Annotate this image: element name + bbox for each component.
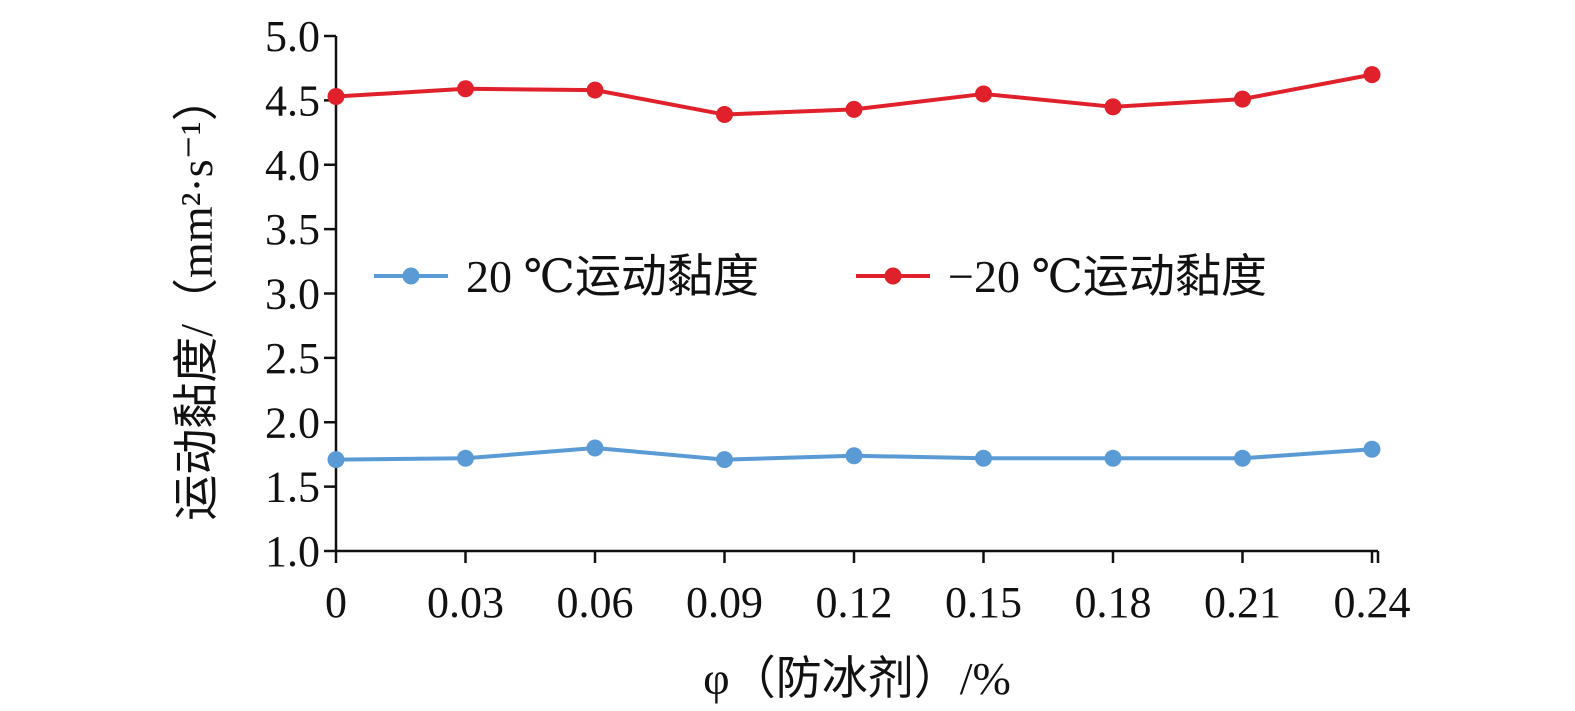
data-point [716, 451, 733, 469]
y-tick-label: 4.5 [265, 76, 320, 125]
x-tick-label: 0.03 [427, 578, 504, 627]
data-point [845, 100, 863, 118]
data-point [845, 447, 863, 465]
legend-label: −20 ℃运动黏度 [948, 251, 1267, 302]
x-tick-label: 0.09 [686, 578, 763, 627]
y-tick-label: 3.0 [265, 270, 320, 319]
tick-labels: 1.0 1.5 2.0 2.5 3.0 3.5 4.0 4.5 5.0 0 0.03 0.06 0.09… [265, 12, 1411, 627]
data-point [1234, 90, 1251, 108]
legend-item: −20 ℃运动黏度 [856, 251, 1267, 302]
data-point [586, 439, 604, 457]
x-tick-label: 0.24 [1334, 578, 1411, 627]
legend-marker [884, 267, 902, 285]
data-point [1234, 449, 1251, 467]
series-lines [327, 66, 1381, 469]
data-point [457, 449, 474, 467]
legend-item: 20 ℃运动黏度 [374, 251, 759, 302]
y-tick-label: 2.5 [265, 334, 320, 383]
y-tick-label: 3.5 [265, 205, 320, 254]
data-point [457, 80, 474, 98]
series-2 [327, 66, 1381, 124]
x-tick-label: 0.06 [557, 578, 634, 627]
x-tick-label: 0.15 [945, 578, 1022, 627]
x-tick-label: 0.12 [816, 578, 893, 627]
data-point [1363, 66, 1381, 84]
y-tick-label: 5.0 [265, 12, 320, 61]
series-1 [327, 439, 1381, 469]
x-axis-title: φ（防冰剂）/% [703, 653, 1011, 704]
data-point [716, 106, 733, 124]
legend-label: 20 ℃运动黏度 [466, 251, 759, 302]
data-point [327, 451, 345, 469]
legend-marker [402, 267, 420, 285]
y-axis-title: 运动黏度/（mm²·s⁻¹） [171, 75, 222, 520]
data-point [586, 81, 604, 99]
x-tick-label: 0 [325, 578, 347, 627]
y-tick-label: 2.0 [265, 398, 320, 447]
legend: 20 ℃运动黏度 −20 ℃运动黏度 [374, 251, 1267, 302]
data-point [1104, 98, 1122, 116]
y-tick-label: 1.5 [265, 463, 320, 512]
data-point [975, 85, 992, 103]
data-point [1363, 440, 1381, 458]
y-tick-label: 1.0 [265, 527, 320, 576]
data-point [975, 449, 992, 467]
x-tick-label: 0.18 [1075, 578, 1152, 627]
y-tick-label: 4.0 [265, 141, 320, 190]
data-point [327, 88, 345, 106]
x-tick-label: 0.21 [1204, 578, 1281, 627]
axis-titles: φ（防冰剂）/% 运动黏度/（mm²·s⁻¹） [171, 75, 1011, 704]
data-point [1104, 449, 1122, 467]
